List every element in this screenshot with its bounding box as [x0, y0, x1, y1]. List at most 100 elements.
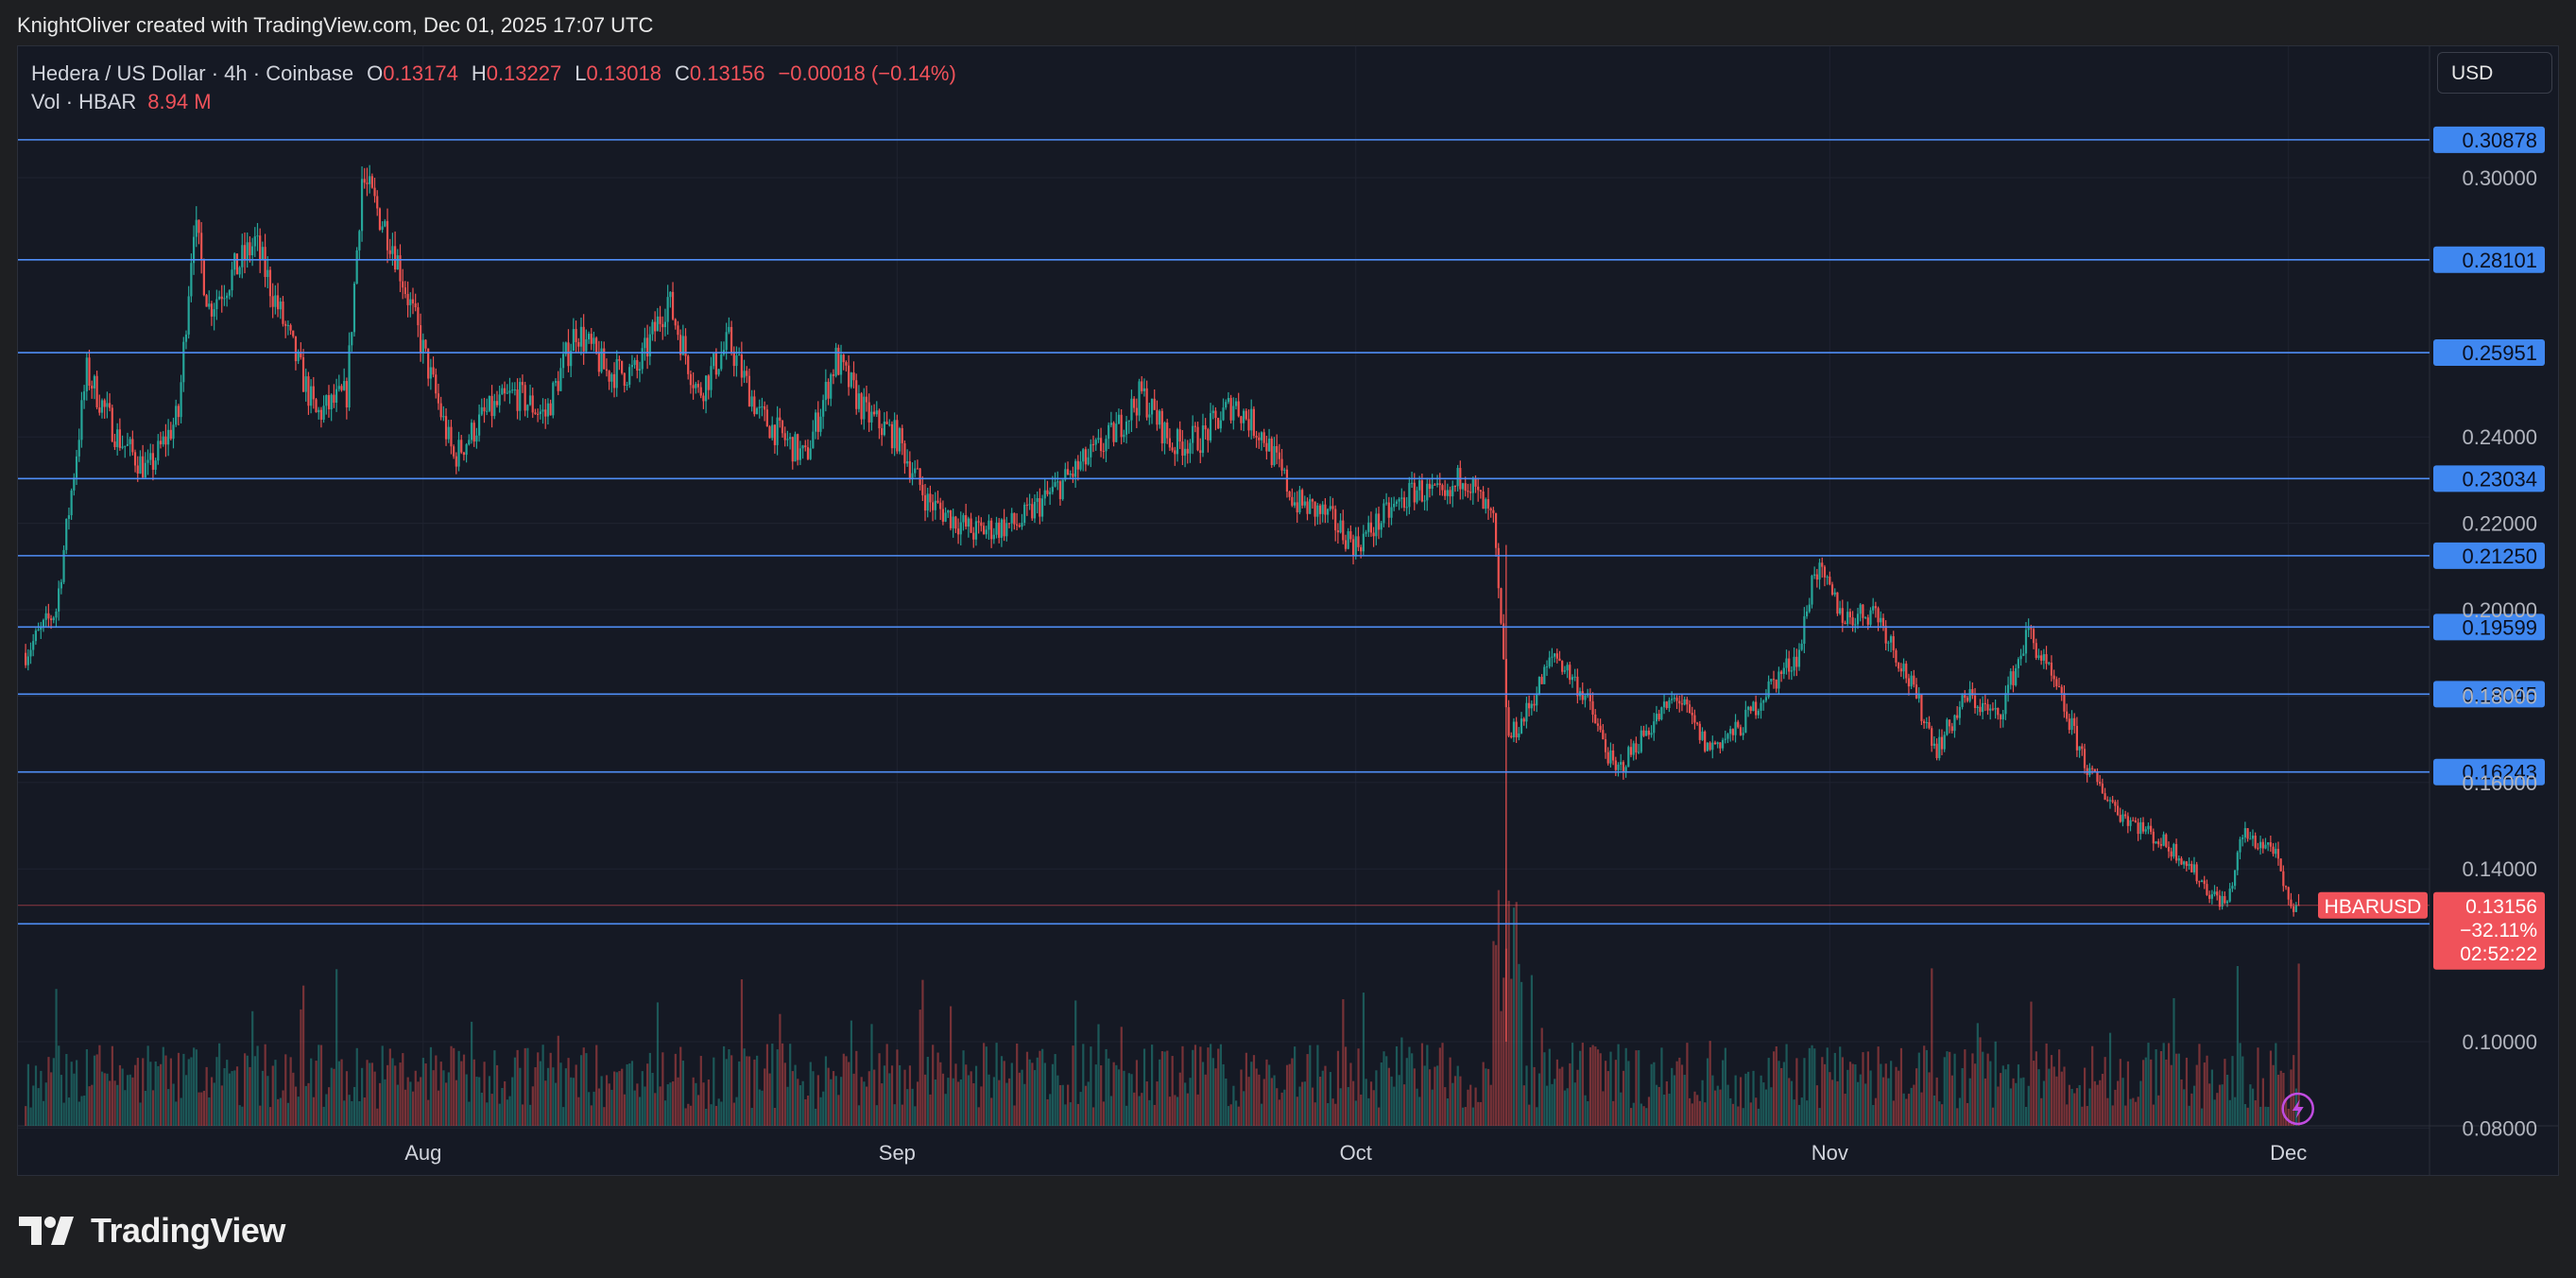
volume-bar — [2213, 1099, 2216, 1126]
candle-body — [1950, 726, 1953, 732]
volume-bar — [93, 1055, 96, 1126]
candle-body — [595, 337, 598, 353]
candle-body — [539, 411, 541, 415]
candle-body — [513, 389, 516, 391]
volume-bar — [450, 1045, 453, 1126]
candle-body — [845, 362, 848, 366]
candle-body — [768, 426, 771, 439]
candle-body — [95, 375, 98, 407]
candle-body — [816, 412, 819, 432]
candle-body — [1435, 483, 1439, 485]
volume-bar — [1444, 1087, 1447, 1126]
chart-area[interactable]: 0.30878 0.28101 0.25951 0.23034 0.21250 0.195… — [17, 45, 2559, 1176]
candle-body — [1329, 506, 1331, 509]
candle-body — [70, 490, 73, 516]
volume-bar — [70, 1062, 73, 1126]
volume-bar — [1008, 1078, 1011, 1126]
volume-bar — [812, 1071, 815, 1126]
volume-bar — [2279, 1070, 2282, 1126]
volume-bar — [765, 1044, 769, 1126]
volume-bar — [1737, 1106, 1740, 1126]
candle-body — [1097, 438, 1100, 440]
volume-bar — [873, 1069, 876, 1126]
volume-bar — [1087, 1081, 1090, 1126]
candle-body — [1163, 423, 1166, 444]
volume-bar — [1184, 1082, 1187, 1126]
volume-bar — [641, 1071, 644, 1126]
volume-bar — [187, 1059, 190, 1126]
lightning-icon[interactable] — [2281, 1092, 2314, 1126]
volume-bar — [783, 1062, 786, 1126]
candle-body — [220, 296, 223, 300]
volume-bar — [113, 1080, 116, 1126]
volume-bar — [995, 1043, 998, 1126]
volume-bar — [378, 1082, 382, 1126]
volume-bar — [1722, 1060, 1725, 1126]
candle-body — [65, 518, 68, 550]
volume-bar — [253, 1056, 256, 1126]
volume-bar — [738, 1061, 741, 1126]
last-price-box — [2433, 891, 2545, 970]
volume-bar — [2246, 1107, 2249, 1126]
candle-body — [2099, 782, 2102, 784]
volume-bar — [746, 1056, 748, 1126]
volume-bar — [666, 1084, 669, 1126]
candle-body — [804, 445, 807, 448]
candle-body — [852, 372, 855, 381]
volume-bar — [2000, 1073, 2002, 1126]
volume-bar — [987, 1074, 990, 1126]
volume-bar — [1907, 1094, 1911, 1126]
candle-body — [1010, 512, 1013, 524]
volume-bar — [1342, 999, 1345, 1126]
volume-bar — [1898, 1070, 1900, 1126]
price-chart[interactable]: 0.308780.281010.259510.230340.212500.195… — [18, 46, 2559, 1176]
candle-body — [2114, 802, 2117, 806]
volume-bar — [366, 1060, 369, 1126]
volume-bar — [549, 1052, 552, 1126]
volume-bar — [781, 1043, 784, 1126]
volume-bar — [1390, 1076, 1393, 1126]
volume-bar — [867, 1071, 870, 1126]
volume-bar — [358, 1101, 361, 1126]
candle-body — [1174, 450, 1176, 455]
volume-bar — [307, 1082, 310, 1126]
candle-body — [564, 342, 567, 354]
candle-body — [29, 649, 32, 657]
volume-bar — [865, 1086, 868, 1126]
volume-bar — [656, 1002, 660, 1126]
volume-bar — [2040, 1097, 2043, 1126]
candle-body — [126, 443, 129, 446]
tradingview-brand[interactable]: TradingView — [19, 1210, 285, 1252]
candle-body — [524, 385, 526, 411]
candle-body — [315, 399, 318, 413]
volume-bar — [1950, 1075, 1953, 1126]
candle-body — [1318, 505, 1322, 514]
volume-bar — [1851, 1063, 1854, 1126]
price-axis-tick-label: 0.14000 — [2462, 857, 2537, 881]
candle-body — [2004, 693, 2007, 715]
bar-countdown: 02:52:22 — [2460, 943, 2537, 965]
volume-bar — [1005, 1082, 1008, 1126]
candle-body — [1265, 442, 1268, 452]
volume-bar — [1719, 1089, 1722, 1126]
volume-bar — [1862, 1052, 1864, 1126]
volume-bar — [1713, 1090, 1717, 1126]
candle-body — [144, 462, 146, 478]
volume-bar — [577, 1097, 580, 1126]
candle-body — [322, 406, 325, 420]
volume-bar — [863, 1081, 866, 1126]
candle-body — [669, 291, 672, 298]
volume-bar — [177, 1052, 180, 1126]
volume-bar — [2104, 1057, 2106, 1126]
volume-bar — [1428, 1069, 1432, 1126]
candle-body — [1829, 577, 1831, 585]
candle-body — [2170, 851, 2172, 857]
candle-body — [1171, 447, 1174, 451]
currency-button[interactable]: USD — [2437, 52, 2552, 94]
candle-body — [124, 445, 127, 447]
candle-body — [2165, 834, 2168, 847]
volume-bar — [396, 1084, 400, 1126]
level-price-label: 0.25951 — [2433, 339, 2545, 367]
volume-bar — [1558, 1068, 1561, 1126]
volume-bar — [2157, 1095, 2160, 1126]
